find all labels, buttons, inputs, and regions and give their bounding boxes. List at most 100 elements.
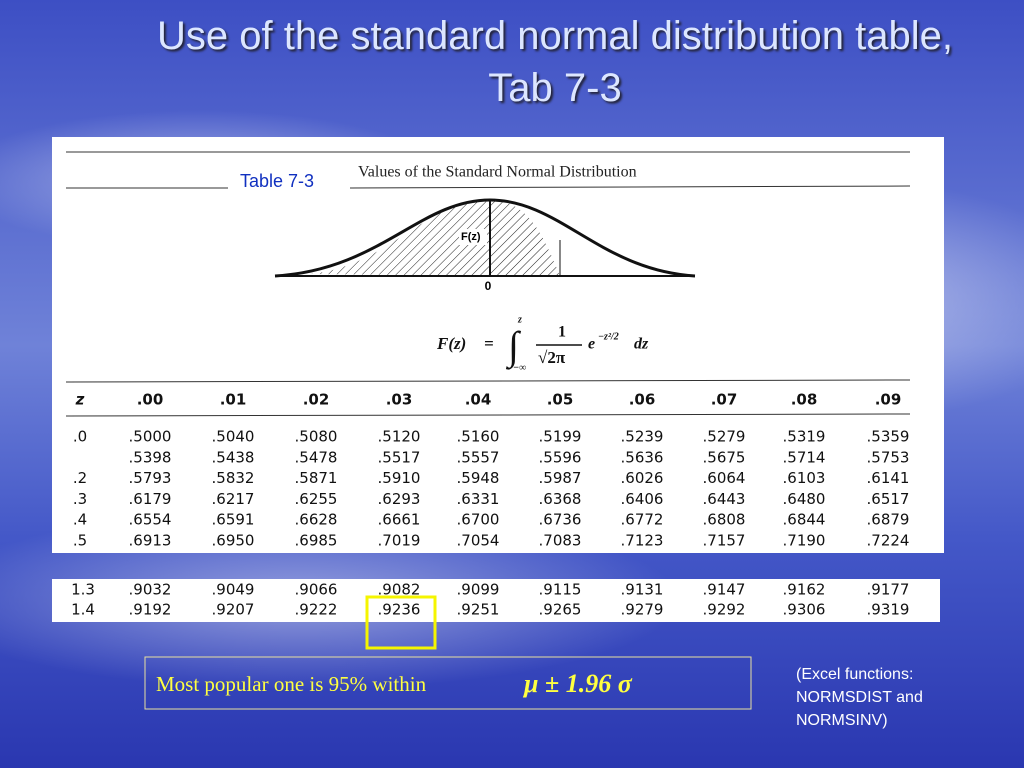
- cell: .5359: [867, 428, 910, 446]
- cell: .6406: [621, 490, 664, 508]
- row-label: .5: [73, 532, 87, 550]
- shaded-area: [310, 200, 490, 276]
- formula-eq: =: [484, 334, 494, 353]
- table: z .00 .01 .02 .03 .04 .05 .06 .07 .08 .09 .0 .5000 .5…: [73, 391, 910, 550]
- fz-label: F(z): [461, 231, 481, 243]
- cell: .6064: [703, 469, 746, 487]
- callout-formula: μ ± 1.96 σ: [522, 669, 633, 698]
- cell: .9192: [129, 601, 172, 619]
- cell: .9115: [539, 581, 582, 599]
- formula-num: 1: [558, 324, 566, 341]
- title: Use of the standard normal distribution …: [157, 14, 953, 110]
- cell: .5120: [378, 428, 421, 446]
- formula: F(z) = ∫ z −∞ 1 √2π e −z²/2 dz: [436, 314, 649, 373]
- cell: .9265: [539, 601, 582, 619]
- cell: .6772: [621, 511, 664, 529]
- cell: .5319: [783, 428, 826, 446]
- formula-upper: z: [517, 314, 522, 325]
- cell: .5279: [703, 428, 746, 446]
- formula-dz: dz: [634, 336, 649, 353]
- cell: .9099: [457, 581, 500, 599]
- cell: .5398: [129, 448, 172, 466]
- cell: .5636: [621, 448, 664, 466]
- cell: .9236: [378, 601, 421, 619]
- cell: .7123: [621, 532, 664, 550]
- cell: .5000: [129, 428, 172, 446]
- row-label: 1.3: [71, 581, 95, 599]
- cell: .9207: [212, 601, 255, 619]
- header-cell: .09: [875, 391, 902, 409]
- cell: .5675: [703, 448, 746, 466]
- cell: .5948: [457, 469, 500, 487]
- cell: .9292: [703, 601, 746, 619]
- cell: .9049: [212, 581, 255, 599]
- cell: .6217: [212, 490, 255, 508]
- row-label: 1.4: [71, 601, 95, 619]
- cell: .6480: [783, 490, 826, 508]
- rule: [65, 379, 911, 383]
- cell: .5478: [295, 448, 338, 466]
- cell: .6331: [457, 490, 500, 508]
- header-cell: .05: [547, 391, 574, 409]
- cell: .5910: [378, 469, 421, 487]
- cell: .6879: [867, 511, 910, 529]
- cell: .7054: [457, 532, 500, 550]
- table-label: Table 7-3: [240, 171, 314, 191]
- cell: .5438: [212, 448, 255, 466]
- callout-text: Most popular one is 95% within: [156, 672, 427, 696]
- cell: .5557: [457, 448, 500, 466]
- cell: .6628: [295, 511, 338, 529]
- cell: .5714: [783, 448, 826, 466]
- formula-lower: −∞: [513, 362, 526, 373]
- note-line: NORMSINV): [796, 712, 888, 729]
- cell: .7019: [378, 532, 421, 550]
- cell: .9306: [783, 601, 826, 619]
- header-cell: .04: [465, 391, 492, 409]
- note-line: NORMSDIST and: [796, 689, 923, 706]
- cell: .6554: [129, 511, 172, 529]
- cell: .6985: [295, 532, 338, 550]
- zero-label: 0: [485, 279, 492, 293]
- cell: .9066: [295, 581, 338, 599]
- header-cell: .06: [629, 391, 656, 409]
- row-label: .0: [73, 428, 87, 446]
- rule: [65, 413, 911, 417]
- cell: .5753: [867, 448, 910, 466]
- cell: .9222: [295, 601, 338, 619]
- cell: .5160: [457, 428, 500, 446]
- cell: .5517: [378, 448, 421, 466]
- cell: .6141: [867, 469, 910, 487]
- cell: .6913: [129, 532, 172, 550]
- row-label: .3: [73, 490, 87, 508]
- cell: .6103: [783, 469, 826, 487]
- cell: .5871: [295, 469, 338, 487]
- cell: .5040: [212, 428, 255, 446]
- label-bg: [459, 229, 487, 245]
- cell: .9279: [621, 601, 664, 619]
- row-label: .2: [73, 469, 87, 487]
- cell: .6026: [621, 469, 664, 487]
- header-cell: .00: [137, 391, 164, 409]
- cell: .5080: [295, 428, 338, 446]
- table2-panel: [52, 579, 940, 622]
- cell: .6443: [703, 490, 746, 508]
- cell: .9251: [457, 601, 500, 619]
- cell: .5239: [621, 428, 664, 446]
- cell: .5832: [212, 469, 255, 487]
- table2: 1.3 .9032 .9049 .9066 .9082 .9099 .9115 .9131 .9…: [71, 581, 909, 619]
- cell: .7190: [783, 532, 826, 550]
- cell: .7157: [703, 532, 746, 550]
- header-cell: .02: [303, 391, 330, 409]
- header-cell: .07: [711, 391, 738, 409]
- header-cell: .08: [791, 391, 818, 409]
- header-cell: .03: [386, 391, 413, 409]
- cell: .6368: [539, 490, 582, 508]
- cell: .5199: [539, 428, 582, 446]
- table-heading: Values of the Standard Normal Distributi…: [358, 164, 637, 181]
- cell: .6591: [212, 511, 255, 529]
- cell: .6844: [783, 511, 826, 529]
- cell: .9082: [378, 581, 421, 599]
- header-cell: .01: [220, 391, 247, 409]
- cell: .9177: [867, 581, 910, 599]
